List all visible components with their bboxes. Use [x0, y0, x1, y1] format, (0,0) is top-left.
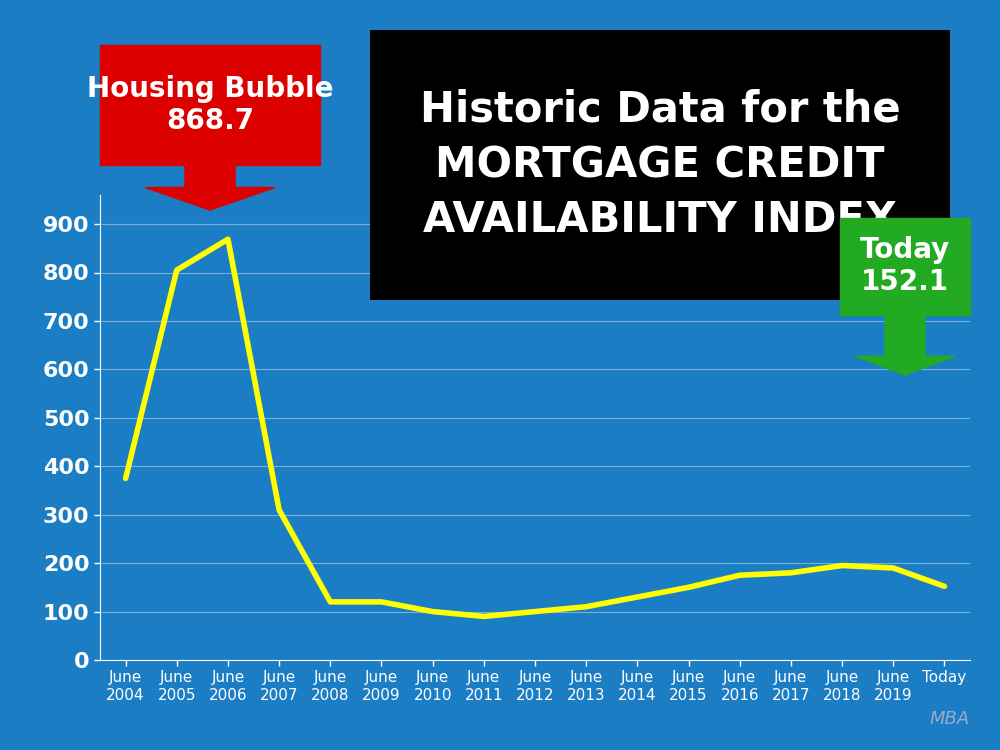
Text: Today
152.1: Today 152.1: [860, 236, 950, 296]
Text: MBA: MBA: [930, 710, 970, 728]
Text: Historic Data for the
MORTGAGE CREDIT
AVAILABILITY INDEX: Historic Data for the MORTGAGE CREDIT AV…: [420, 88, 900, 242]
Text: Housing Bubble
868.7: Housing Bubble 868.7: [87, 75, 333, 135]
